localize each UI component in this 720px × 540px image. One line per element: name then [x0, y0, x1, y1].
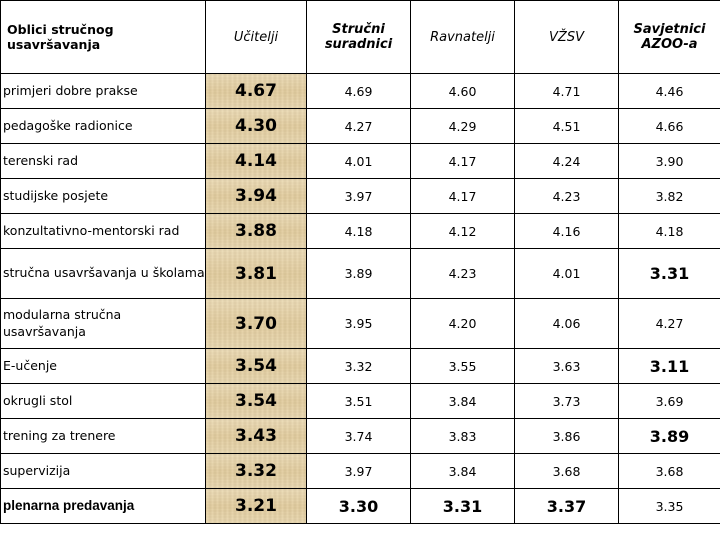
value-cell: 3.84	[410, 383, 515, 419]
header-cell-ravnatelji: Ravnatelji	[410, 0, 515, 74]
value-cell: 4.46	[618, 73, 720, 109]
value-cell: 3.35	[618, 488, 720, 524]
value-cell: 4.71	[514, 73, 619, 109]
value-cell-ucitelji: 3.81	[205, 248, 307, 299]
value-cell: 4.01	[514, 248, 619, 299]
value-cell: 3.97	[306, 178, 411, 214]
value-cell-ucitelji: 3.32	[205, 453, 307, 489]
value-cell: 4.20	[410, 298, 515, 349]
value-cell: 4.23	[410, 248, 515, 299]
value-cell: 4.18	[618, 213, 720, 249]
value-cell-ucitelji: 4.30	[205, 108, 307, 144]
value-cell: 4.27	[618, 298, 720, 349]
value-cell: 3.63	[514, 348, 619, 384]
value-cell: 3.37	[514, 488, 619, 524]
row-label: plenarna predavanja	[0, 488, 206, 524]
header-cell-strucni-suradnici: Stručni suradnici	[306, 0, 411, 74]
value-cell: 3.55	[410, 348, 515, 384]
value-cell: 4.12	[410, 213, 515, 249]
table-body: primjeri dobre prakse 4.67 4.69 4.60 4.71 4.4…	[0, 73, 720, 524]
value-cell: 4.23	[514, 178, 619, 214]
header-cell-forms: Oblici stručnog usavršavanja	[0, 0, 206, 74]
row-label: studijske posjete	[0, 178, 206, 214]
value-cell: 3.84	[410, 453, 515, 489]
table-row: stručna usavršavanja u školama 3.81 3.89 4.…	[0, 248, 720, 299]
row-label: pedagoške radionice	[0, 108, 206, 144]
value-cell-ucitelji: 4.14	[205, 143, 307, 179]
table-row: konzultativno-mentorski rad 3.88 4.18 4.12 4…	[0, 213, 720, 249]
table-row: E-učenje 3.54 3.32 3.55 3.63 3.11	[0, 348, 720, 384]
table-row: terenski rad 4.14 4.01 4.17 4.24 3.90	[0, 143, 720, 179]
value-cell: 3.97	[306, 453, 411, 489]
value-cell: 3.90	[618, 143, 720, 179]
value-cell: 4.66	[618, 108, 720, 144]
table-row: primjeri dobre prakse 4.67 4.69 4.60 4.71 4.4…	[0, 73, 720, 109]
value-cell: 3.68	[618, 453, 720, 489]
value-cell: 4.29	[410, 108, 515, 144]
value-cell: 3.74	[306, 418, 411, 454]
value-cell: 3.89	[306, 248, 411, 299]
value-cell: 4.01	[306, 143, 411, 179]
value-cell-ucitelji: 3.54	[205, 383, 307, 419]
value-cell: 3.95	[306, 298, 411, 349]
value-cell-ucitelji: 3.54	[205, 348, 307, 384]
value-cell: 3.51	[306, 383, 411, 419]
value-cell: 3.69	[618, 383, 720, 419]
row-label: okrugli stol	[0, 383, 206, 419]
value-cell-ucitelji: 3.94	[205, 178, 307, 214]
header-cell-vzsv: VŽSV	[514, 0, 619, 74]
table-row: modularna stručna usavršavanja 3.70 3.95 4.…	[0, 298, 720, 349]
value-cell: 3.73	[514, 383, 619, 419]
row-label: supervizija	[0, 453, 206, 489]
value-cell: 4.51	[514, 108, 619, 144]
value-cell: 4.69	[306, 73, 411, 109]
value-cell: 4.17	[410, 178, 515, 214]
value-cell: 3.30	[306, 488, 411, 524]
row-label: E-učenje	[0, 348, 206, 384]
header-cell-savjetnici: Savjetnici AZOO-a	[618, 0, 720, 74]
header-row: Oblici stručnog usavršavanja Učitelji St…	[0, 0, 720, 74]
row-label: stručna usavršavanja u školama	[0, 248, 206, 299]
results-table: Oblici stručnog usavršavanja Učitelji St…	[0, 0, 720, 524]
table-row: pedagoške radionice 4.30 4.27 4.29 4.51 4.66	[0, 108, 720, 144]
table-row: supervizija 3.32 3.97 3.84 3.68 3.68	[0, 453, 720, 489]
row-label: modularna stručna usavršavanja	[0, 298, 206, 349]
value-cell-ucitelji: 3.70	[205, 298, 307, 349]
value-cell: 3.89	[618, 418, 720, 454]
value-cell: 4.60	[410, 73, 515, 109]
value-cell: 4.06	[514, 298, 619, 349]
value-cell: 3.86	[514, 418, 619, 454]
table-row: studijske posjete 3.94 3.97 4.17 4.23 3.82	[0, 178, 720, 214]
value-cell: 4.18	[306, 213, 411, 249]
table-row: plenarna predavanja 3.21 3.30 3.31 3.37 3.35	[0, 488, 720, 524]
row-label: terenski rad	[0, 143, 206, 179]
value-cell: 3.32	[306, 348, 411, 384]
value-cell: 3.82	[618, 178, 720, 214]
value-cell: 3.11	[618, 348, 720, 384]
value-cell: 3.31	[618, 248, 720, 299]
table-row: trening za trenere 3.43 3.74 3.83 3.86 3.89	[0, 418, 720, 454]
value-cell-ucitelji: 3.43	[205, 418, 307, 454]
header-cell-ucitelji: Učitelji	[205, 0, 307, 74]
value-cell: 3.31	[410, 488, 515, 524]
value-cell: 4.17	[410, 143, 515, 179]
row-label: konzultativno-mentorski rad	[0, 213, 206, 249]
value-cell: 3.68	[514, 453, 619, 489]
row-label: trening za trenere	[0, 418, 206, 454]
row-label: primjeri dobre prakse	[0, 73, 206, 109]
value-cell: 3.83	[410, 418, 515, 454]
table-row: okrugli stol 3.54 3.51 3.84 3.73 3.69	[0, 383, 720, 419]
value-cell-ucitelji: 3.88	[205, 213, 307, 249]
value-cell: 4.27	[306, 108, 411, 144]
value-cell: 4.16	[514, 213, 619, 249]
value-cell-ucitelji: 3.21	[205, 488, 307, 524]
value-cell-ucitelji: 4.67	[205, 73, 307, 109]
value-cell: 4.24	[514, 143, 619, 179]
